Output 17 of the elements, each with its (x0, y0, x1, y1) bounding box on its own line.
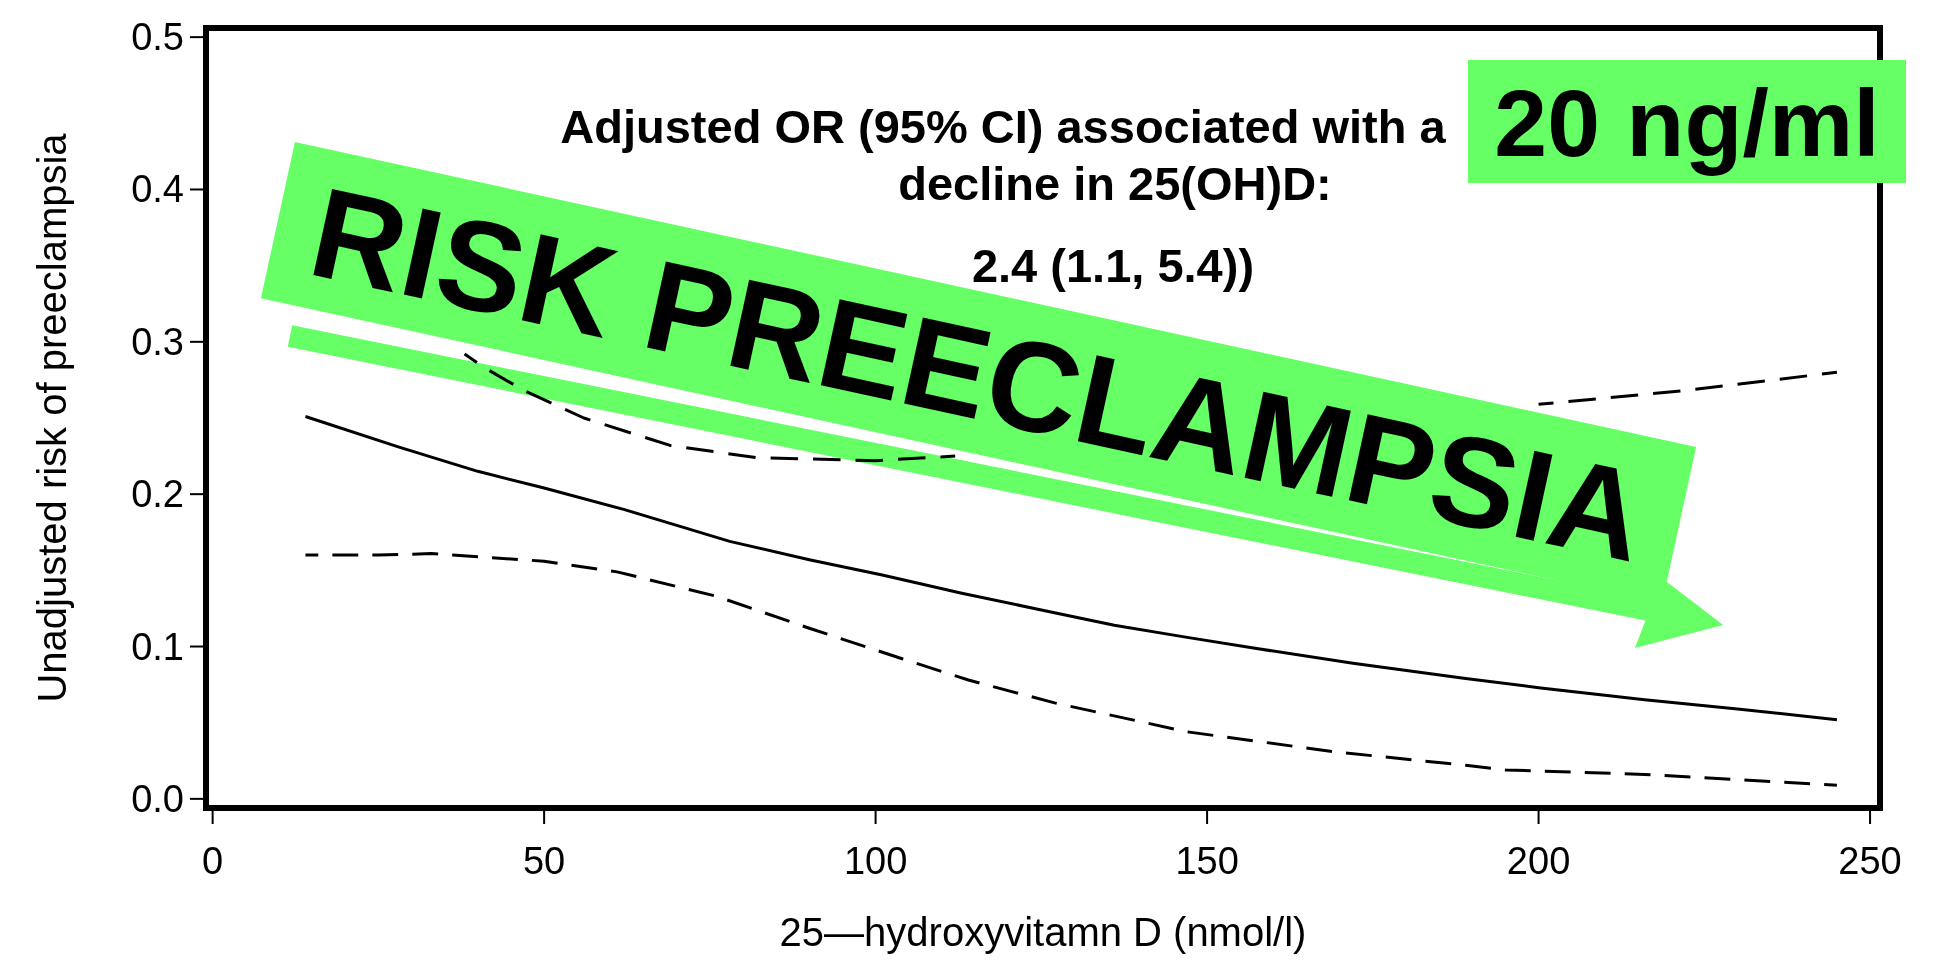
y-tick-label: 0.3 (131, 320, 184, 363)
x-axis-title: 25—hydroxyvitamn D (nmol/l) (779, 910, 1307, 954)
x-tick-label: 200 (1506, 840, 1571, 882)
x-tick-label: 150 (1175, 840, 1239, 882)
y-tick-label: 0.5 (131, 16, 184, 59)
y-tick-label: 0.0 (131, 777, 184, 820)
y-tick-label: 0.2 (131, 473, 184, 516)
y-tick-label: 0.4 (131, 168, 184, 211)
annotation: decline in 25(OH)D: (898, 157, 1332, 210)
x-tick-label: 100 (843, 840, 908, 882)
x-tick-label: 50 (522, 840, 566, 882)
annotation: Adjusted OR (95% CI) associated with a (560, 100, 1447, 153)
y-tick-label: 0.1 (131, 625, 184, 668)
y-axis-title: Unadjusted risk of preeclampsia (30, 132, 74, 703)
x-tick-label: 0 (202, 840, 224, 882)
annotation: 20 ng/ml (1494, 70, 1880, 176)
x-tick-label: 250 (1838, 840, 1902, 882)
